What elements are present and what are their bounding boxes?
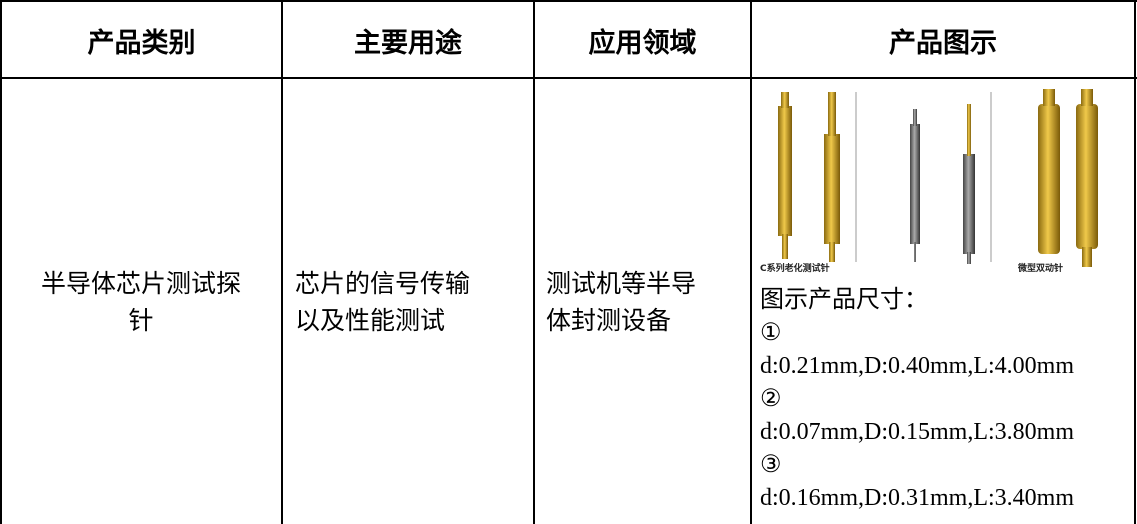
marker: ① — [760, 320, 782, 346]
header-cell: 应用领域 — [588, 27, 697, 59]
border — [0, 0, 2, 524]
image-label: 微型双动针 — [1017, 262, 1063, 274]
header-cell: 主要用途 — [354, 27, 462, 59]
spec: d:0.16mm,D:0.31mm,L:3.40mm — [760, 485, 1075, 511]
image-label: C系列老化测试针 — [760, 262, 830, 274]
spec: d:0.21mm,D:0.40mm,L:4.00mm — [760, 353, 1075, 379]
border — [0, 0, 1137, 2]
border — [533, 0, 535, 524]
header-cell: 产品图示 — [889, 27, 997, 59]
caption: 图示产品尺寸： — [760, 285, 928, 313]
cell-text: 测试机等半导体封测设备 — [546, 269, 697, 335]
product-image: C系列老化测试针 微型双动针 — [760, 89, 1098, 274]
marker: ③ — [760, 452, 782, 478]
marker: ② — [760, 386, 782, 412]
cell-text: 半导体芯片测试探针 — [40, 269, 241, 335]
header-cell: 产品类别 — [87, 27, 196, 59]
spec: d:0.07mm,D:0.15mm,L:3.80mm — [760, 419, 1075, 445]
border — [750, 0, 752, 524]
cell-text: 芯片的信号传输以及性能测试 — [295, 269, 471, 335]
border — [281, 0, 283, 524]
border — [0, 77, 1137, 79]
border — [1134, 0, 1136, 524]
